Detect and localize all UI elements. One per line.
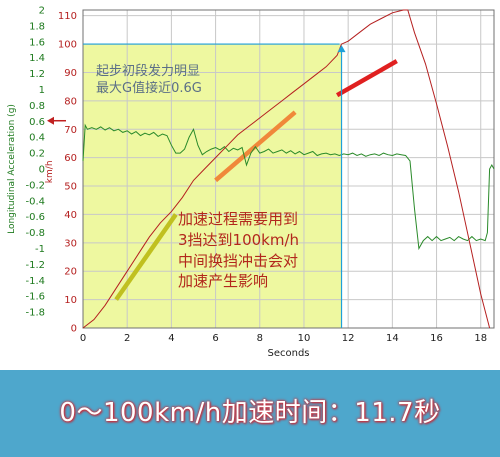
x-tick-label: 4 bbox=[168, 333, 174, 344]
x-tick-label: 8 bbox=[257, 333, 263, 344]
accel-tick-label: 1.6 bbox=[29, 37, 45, 48]
speed-tick-label: 50 bbox=[64, 182, 77, 193]
speed-series-line bbox=[82, 9, 491, 329]
speed-tick-label: 40 bbox=[64, 210, 77, 221]
speed-tick-label: 60 bbox=[64, 153, 77, 164]
acceleration-chart: 0 2 4 6 8 10 12 14 16 18 010203040506070809010011… bbox=[7, 6, 495, 359]
speed-tick-label: 20 bbox=[64, 267, 77, 278]
speed-axis-label: km/h bbox=[45, 160, 55, 183]
accel-tick-label: -1.2 bbox=[25, 260, 45, 271]
target-arrow-icon bbox=[337, 45, 346, 53]
annotation-red-4: 加速产生影响 bbox=[178, 272, 268, 290]
annotation-red-1: 加速过程需要用到 bbox=[178, 210, 298, 228]
speed-tick-label: 80 bbox=[64, 96, 77, 107]
speed-tick-label: 100 bbox=[58, 40, 77, 51]
accel-tick-label: 0.2 bbox=[29, 149, 45, 160]
speed-tick-label: 0 bbox=[71, 324, 77, 335]
x-tick-label: 18 bbox=[474, 333, 487, 344]
accel-tick-label: -1.4 bbox=[25, 276, 45, 287]
speed-tick-label: 30 bbox=[64, 238, 77, 249]
x-tick-label: 14 bbox=[386, 333, 399, 344]
gear-mark bbox=[114, 213, 178, 301]
accel-tick-label: 0.8 bbox=[29, 101, 45, 112]
acceleration-series-line bbox=[82, 123, 495, 251]
annotation-red-2: 3挡达到100km/h bbox=[178, 231, 299, 249]
x-tick-label: 0 bbox=[80, 333, 86, 344]
accel-tick-label: -1 bbox=[35, 244, 45, 255]
accel-tick-label: 1.4 bbox=[29, 53, 45, 64]
gear-mark bbox=[335, 59, 398, 98]
accel-tick-label: 1.2 bbox=[29, 69, 45, 80]
accel-tick-label: -1.8 bbox=[25, 308, 45, 319]
x-tick-label: 6 bbox=[212, 333, 218, 344]
x-tick-label: 12 bbox=[342, 333, 355, 344]
accel-tick-label: -0.4 bbox=[25, 196, 45, 207]
accel-tick-label: 1.8 bbox=[29, 21, 45, 32]
annotation-gray-1: 起步初段发力明显 bbox=[96, 63, 200, 79]
speed-tick-label: 70 bbox=[64, 125, 77, 136]
accel-tick-label: 0 bbox=[39, 165, 45, 176]
accel-tick-label: -0.2 bbox=[25, 180, 45, 191]
x-tick-label: 10 bbox=[298, 333, 311, 344]
annotation-gray-2: 最大G值接近0.6G bbox=[96, 80, 202, 96]
speed-tick-label: 10 bbox=[64, 295, 77, 306]
x-tick-label: 2 bbox=[124, 333, 130, 344]
result-banner: 0～100km/h加速时间：11.7秒 bbox=[0, 370, 500, 457]
accel-tick-label: -0.8 bbox=[25, 228, 45, 239]
accel-axis-label: Longitudinal Acceleration (g) bbox=[7, 104, 17, 234]
accel-tick-label: -0.6 bbox=[25, 212, 45, 223]
accel-tick-label: 2 bbox=[39, 6, 45, 17]
accel-tick-label: 0.6 bbox=[29, 117, 45, 128]
accel-tick-label: 0.4 bbox=[29, 133, 45, 144]
annotation-red-3: 中间换挡冲击会对 bbox=[178, 252, 298, 270]
speed-tick-label: 90 bbox=[64, 68, 77, 79]
banner-text: 0～100km/h加速时间：11.7秒 bbox=[59, 398, 441, 428]
x-tick-label: 16 bbox=[430, 333, 443, 344]
accel-tick-label: -1.6 bbox=[25, 292, 45, 303]
speed-tick-label: 110 bbox=[58, 11, 77, 22]
accel-tick-label: 1 bbox=[39, 85, 45, 96]
left-arrow-icon bbox=[47, 116, 54, 125]
x-axis-label: Seconds bbox=[267, 348, 309, 359]
